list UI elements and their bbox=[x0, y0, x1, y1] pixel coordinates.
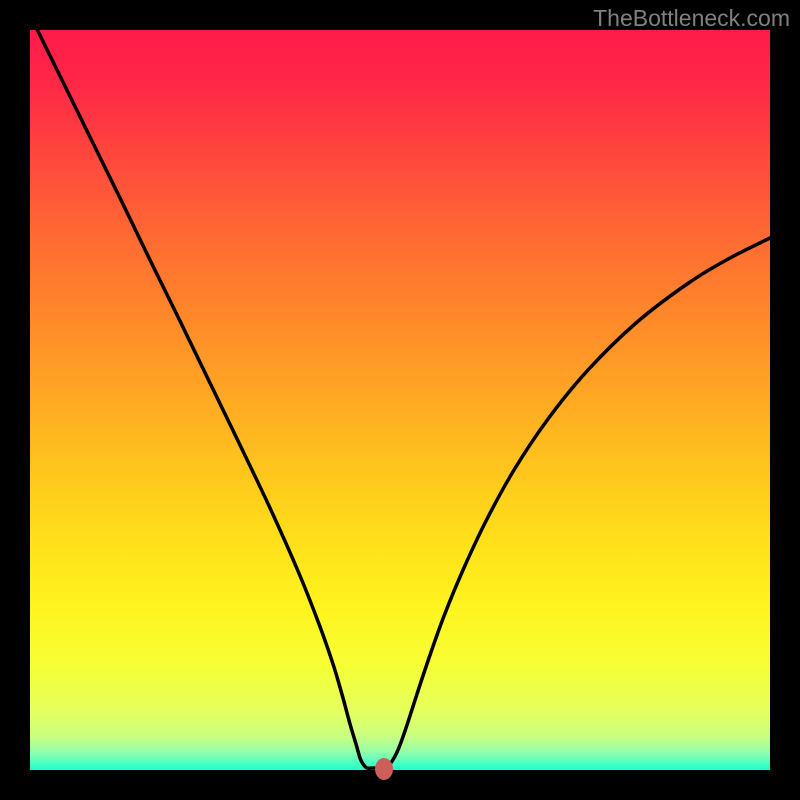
bottleneck-chart bbox=[0, 0, 800, 800]
gradient-background bbox=[30, 30, 770, 770]
chart-container: TheBottleneck.com bbox=[0, 0, 800, 800]
optimal-point-marker bbox=[375, 758, 393, 780]
watermark-text: TheBottleneck.com bbox=[593, 5, 790, 32]
